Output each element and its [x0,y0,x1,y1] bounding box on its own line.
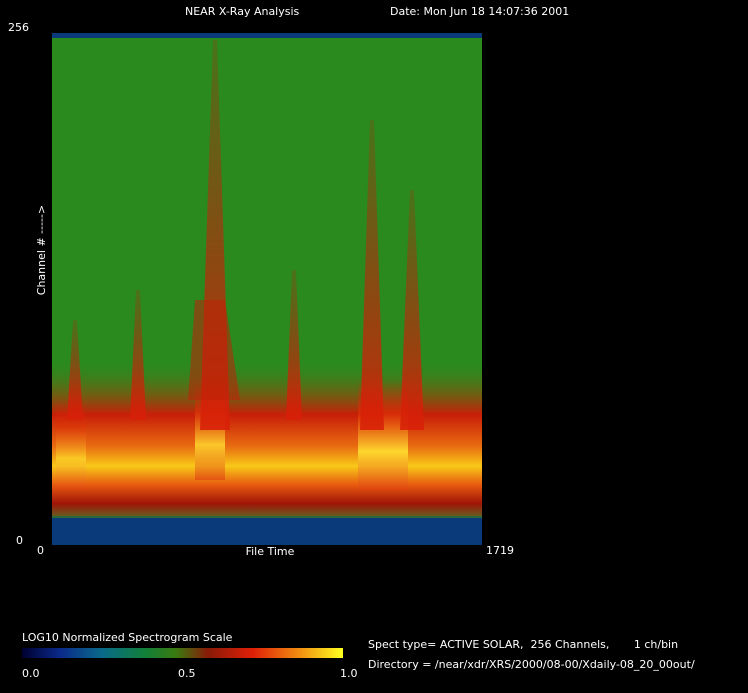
colorbar-label: 0.5 [178,667,196,680]
y-axis-label: Channel # -----> [35,205,48,295]
colorbar-label: 0.0 [22,667,40,680]
colorbar-title: LOG10 Normalized Spectrogram Scale [22,631,233,644]
colorbar-label: 1.0 [340,667,358,680]
spectrogram [52,33,482,545]
x-left-label: 0 [37,544,44,557]
colorbar [22,648,343,658]
x-axis-label: File Time [246,545,295,558]
y-bottom-label: 0 [16,534,23,547]
directory: Directory = /near/xdr/XRS/2000/08-00/Xda… [368,658,695,671]
y-top-label: 256 [8,21,29,34]
x-right-label: 1719 [486,544,514,557]
title: NEAR X-Ray Analysis [185,5,300,18]
date: Date: Mon Jun 18 14:07:36 2001 [390,5,569,18]
spect-type: Spect type= ACTIVE SOLAR, 256 Channels, … [368,638,678,651]
